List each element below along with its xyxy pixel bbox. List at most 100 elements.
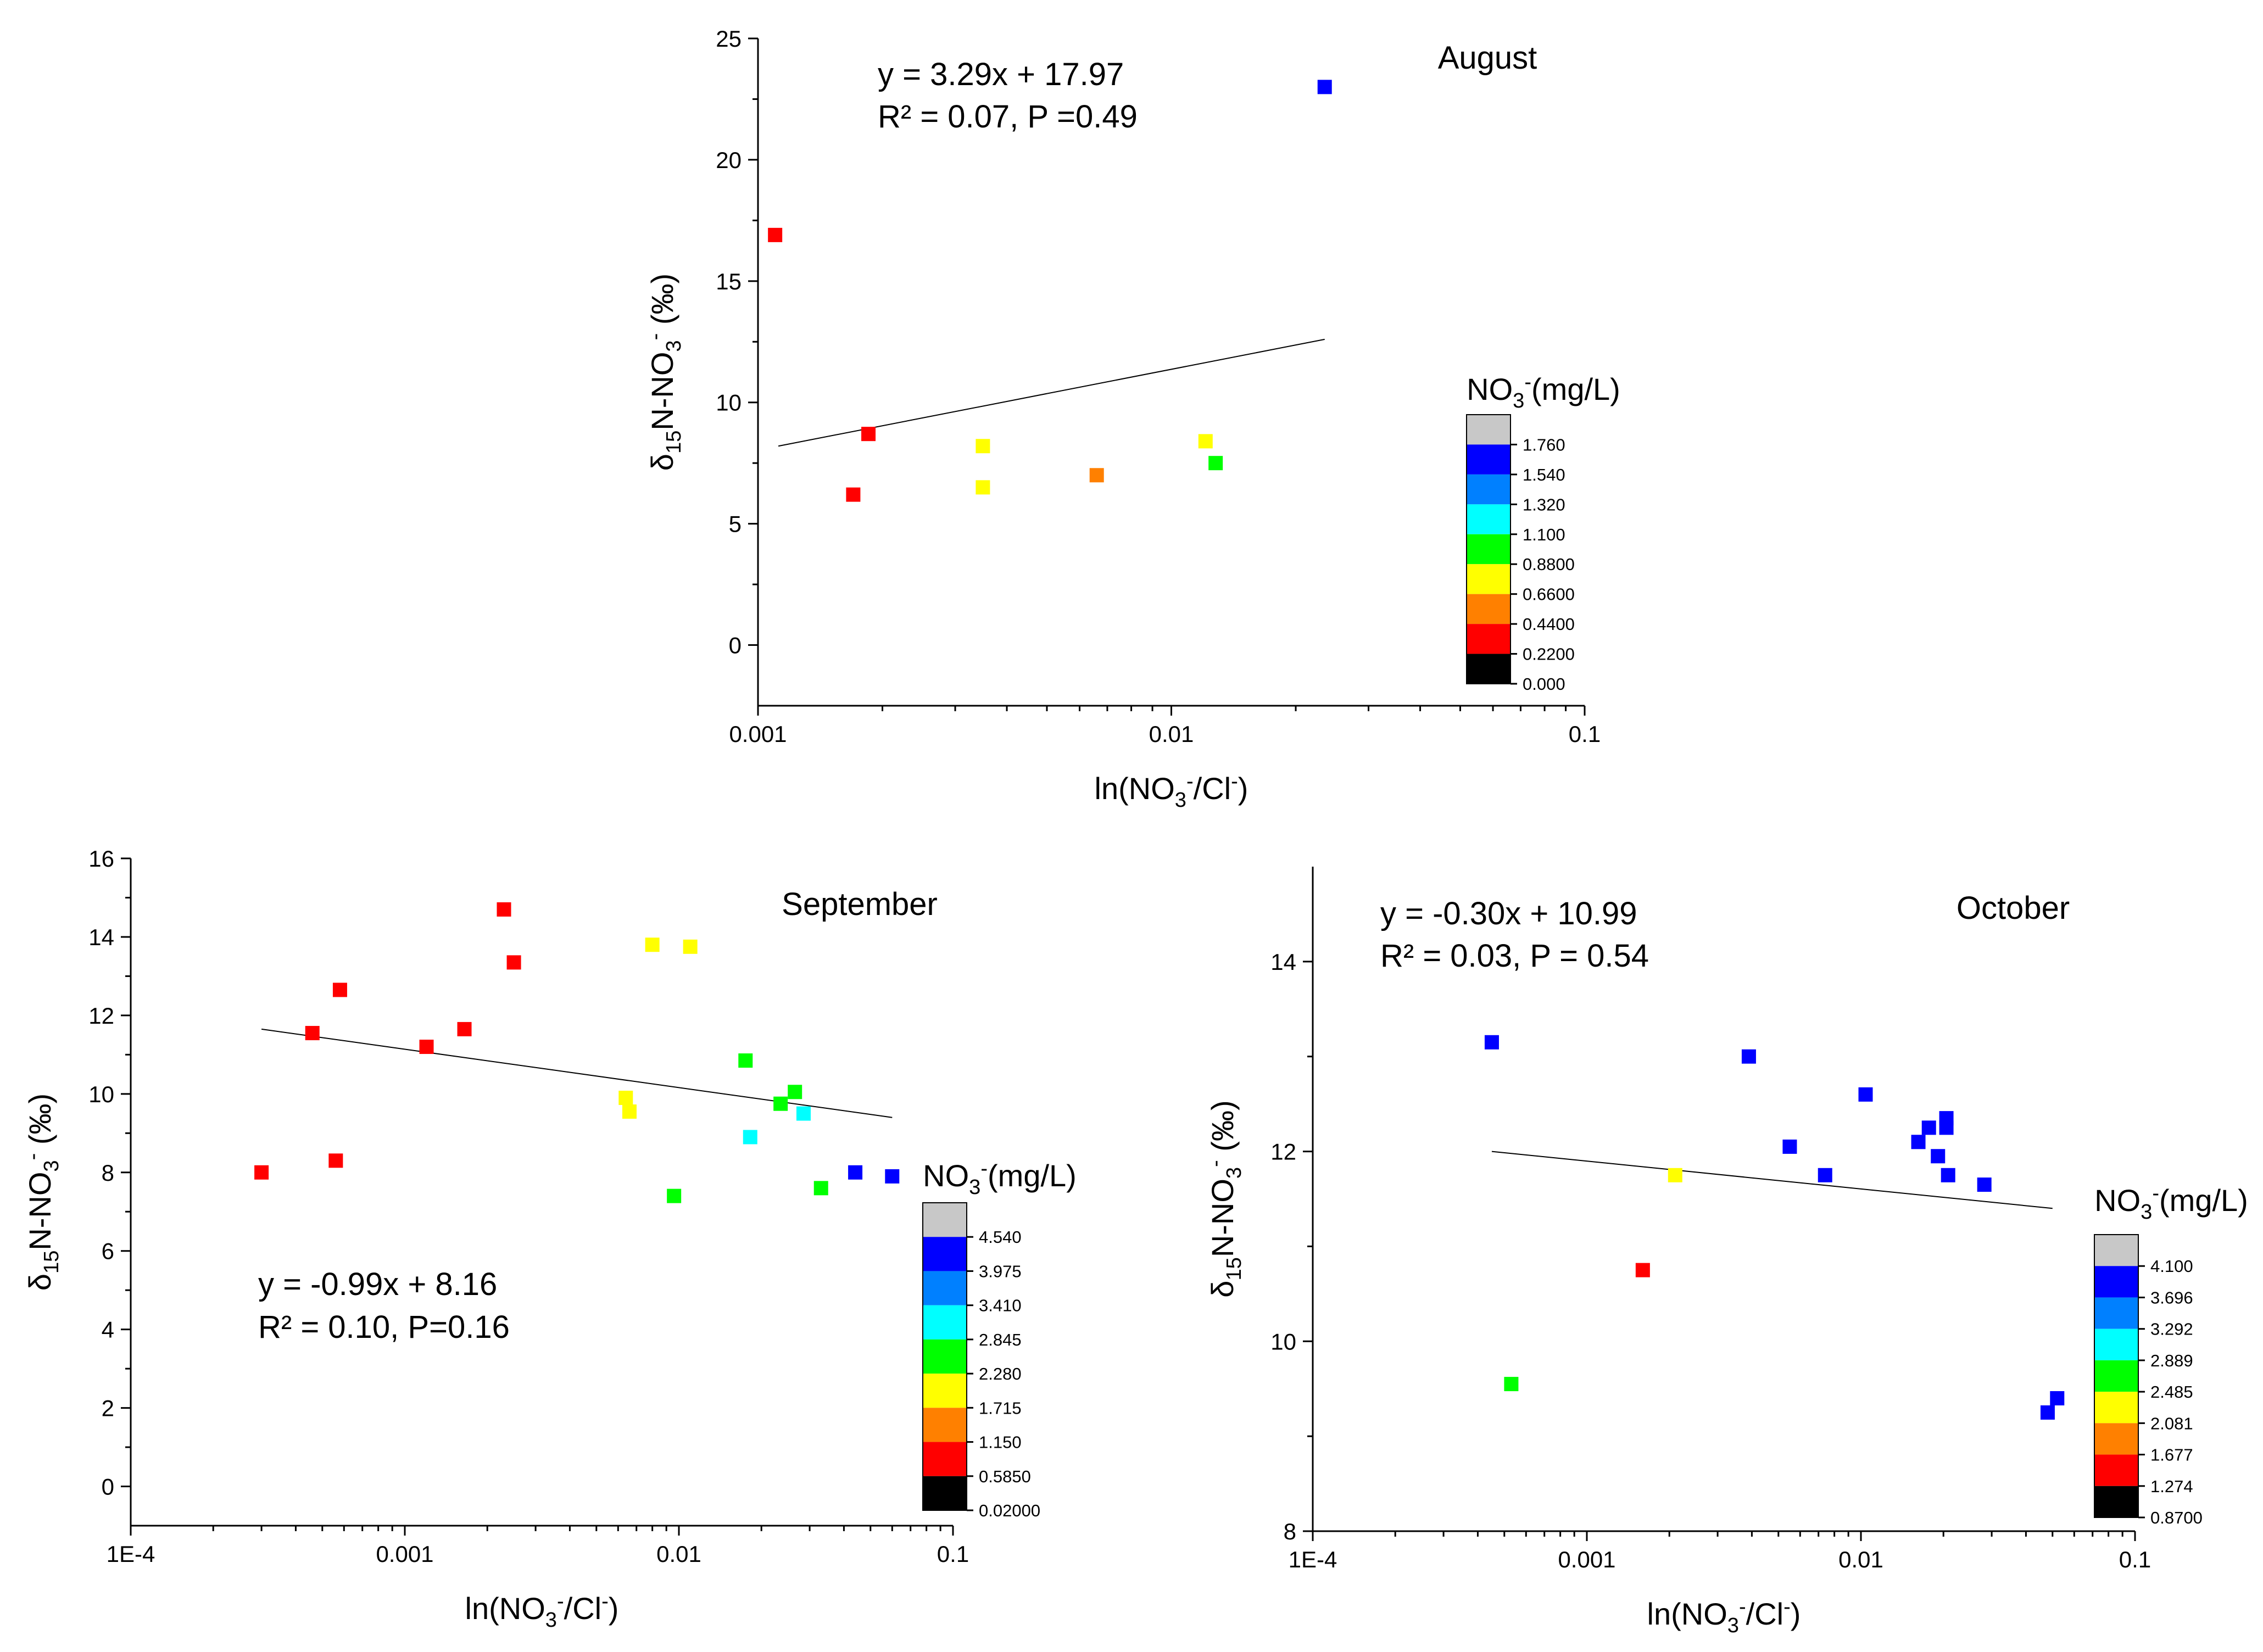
data-point — [2050, 1391, 2065, 1405]
regression-equation: y = -0.99x + 8.16 — [258, 1266, 497, 1302]
colorbar-swatch — [2094, 1235, 2138, 1266]
colorbar-swatch — [2094, 1392, 2138, 1424]
colorbar-swatch — [2094, 1454, 2138, 1486]
colorbar-swatch — [1467, 534, 1510, 565]
y-tick-label: 10 — [88, 1081, 114, 1107]
colorbar-label: 1.274 — [2150, 1477, 2193, 1496]
y-tick-label: 20 — [716, 147, 742, 173]
y-tick-label: 12 — [88, 1003, 114, 1029]
colorbar-label: 1.760 — [1523, 435, 1565, 454]
data-point — [743, 1130, 757, 1145]
y-tick-label: 16 — [88, 846, 114, 872]
data-point — [254, 1165, 269, 1180]
x-axis-title: ln(NO3-/Cl-) — [1095, 770, 1248, 812]
colorbar-label: 1.320 — [1523, 495, 1565, 514]
colorbar-label: 0.8800 — [1523, 555, 1575, 574]
data-point — [768, 227, 783, 242]
data-point — [1089, 468, 1104, 483]
data-point — [1921, 1120, 1936, 1135]
x-tick-label: 0.1 — [2119, 1547, 2151, 1572]
colorbar-swatch — [923, 1237, 967, 1271]
panel-title: September — [782, 886, 938, 922]
data-point — [846, 487, 861, 502]
colorbar-swatch — [923, 1408, 967, 1442]
y-tick-label: 15 — [716, 269, 742, 294]
data-point — [2040, 1405, 2055, 1420]
colorbar-title: NO3-(mg/L) — [923, 1157, 1077, 1199]
colorbar-swatch — [1467, 474, 1510, 505]
trend-line — [778, 338, 1325, 447]
colorbar-swatch — [2094, 1329, 2138, 1360]
x-tick-label: 0.001 — [1558, 1547, 1615, 1572]
colorbar-label: 0.02000 — [979, 1501, 1040, 1520]
data-point — [1208, 456, 1223, 471]
regression-stats: R² = 0.03, P = 0.54 — [1380, 938, 1649, 974]
data-point — [667, 1188, 682, 1203]
colorbar-swatch — [923, 1374, 967, 1408]
regression-stats: R² = 0.07, P =0.49 — [878, 99, 1138, 135]
data-point — [861, 427, 876, 442]
data-point — [1941, 1168, 1955, 1182]
colorbar-label: 0.5850 — [979, 1467, 1031, 1486]
y-tick-label: 0 — [102, 1474, 114, 1500]
chart-panel-august: 0 5 10 15 20 25 0.001 0.01 0.1 ln(NO3-/Cl-) δ15N-N… — [644, 26, 1620, 812]
panel-title: August — [1438, 40, 1537, 76]
x-tick-label: 0.1 — [937, 1541, 969, 1567]
colorbar-swatch — [923, 1476, 967, 1510]
data-point — [1931, 1149, 1946, 1164]
data-point — [788, 1085, 802, 1100]
colorbar-label: 4.100 — [2150, 1257, 2193, 1276]
colorbar-label: 2.081 — [2150, 1414, 2193, 1433]
y-axis-title: δ15N-NO3- (‰) — [21, 1093, 63, 1291]
colorbar-swatch — [2094, 1486, 2138, 1517]
data-point — [813, 1181, 828, 1196]
colorbar-title: NO3-(mg/L) — [2094, 1182, 2248, 1224]
x-tick-label: 0.1 — [1569, 721, 1601, 747]
colorbar-label: 2.485 — [2150, 1382, 2193, 1402]
y-tick-label: 25 — [716, 26, 742, 52]
data-point — [976, 439, 990, 454]
data-point — [1818, 1168, 1832, 1182]
colorbar-swatch — [1467, 654, 1510, 684]
data-point — [305, 1026, 320, 1041]
colorbar-swatch — [923, 1305, 967, 1340]
data-point — [419, 1040, 434, 1054]
data-point — [1198, 434, 1213, 449]
y-tick-label: 4 — [102, 1317, 114, 1343]
colorbar-frame — [922, 1202, 967, 1511]
data-point — [1977, 1177, 1992, 1192]
x-tick-label: 0.001 — [729, 721, 787, 747]
trend-line — [1491, 1151, 2053, 1209]
x-tick-label: 1E-4 — [107, 1541, 155, 1567]
data-point — [885, 1169, 900, 1184]
colorbar-frame — [1466, 414, 1511, 684]
x-tick-label: 0.01 — [656, 1541, 701, 1567]
regression-equation: y = -0.30x + 10.99 — [1380, 896, 1637, 931]
data-point — [332, 983, 347, 997]
colorbar-swatch — [2094, 1360, 2138, 1392]
data-point — [1668, 1168, 1682, 1182]
colorbar-frame — [2094, 1234, 2139, 1518]
colorbar-label: 0.2200 — [1523, 645, 1575, 664]
data-point — [796, 1106, 811, 1121]
colorbar: 4.540 3.975 3.410 2.845 2.280 1.715 1.150 0.585… — [922, 1157, 1077, 1520]
colorbar-swatch — [1467, 624, 1510, 654]
colorbar-label: 1.150 — [979, 1433, 1022, 1452]
colorbar: 1.760 1.540 1.320 1.100 0.8800 0.6600 0.4400 0.… — [1466, 371, 1620, 694]
colorbar-label: 2.280 — [979, 1364, 1022, 1383]
colorbar-swatch — [2094, 1297, 2138, 1329]
colorbar-label: 1.540 — [1523, 465, 1565, 484]
colorbar-swatch — [1467, 504, 1510, 534]
colorbar-label: 1.677 — [2150, 1446, 2193, 1465]
colorbar-label: 1.715 — [979, 1398, 1022, 1417]
colorbar-label: 2.845 — [979, 1330, 1022, 1349]
colorbar-label: 4.540 — [979, 1227, 1022, 1247]
colorbar-swatch — [923, 1442, 967, 1476]
colorbar-label: 3.696 — [2150, 1288, 2193, 1307]
colorbar-label: 0.8700 — [2150, 1508, 2203, 1527]
y-tick-label: 8 — [102, 1160, 114, 1186]
colorbar-swatch — [1467, 564, 1510, 594]
data-point — [1858, 1087, 1873, 1102]
y-tick-label: 0 — [729, 633, 742, 658]
data-point — [618, 1090, 633, 1105]
